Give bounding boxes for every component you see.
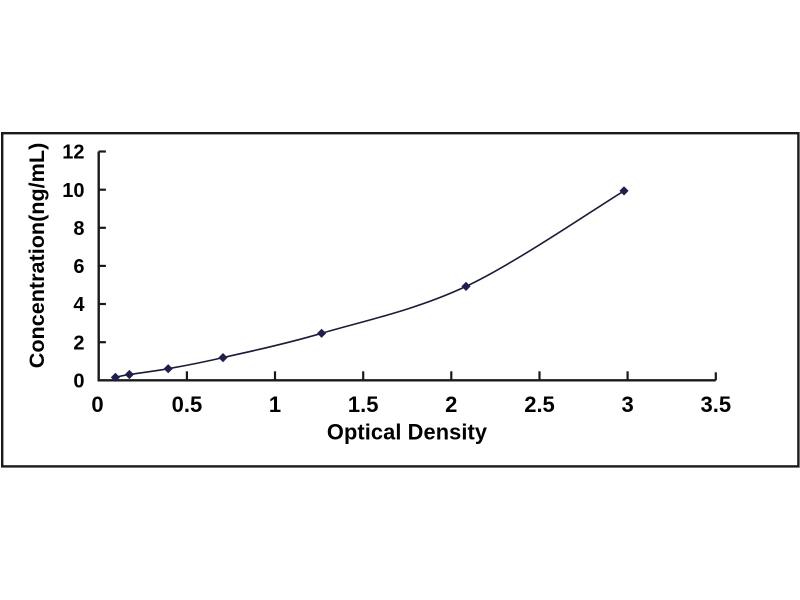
svg-text:0: 0 [91,392,103,417]
svg-text:0: 0 [73,371,84,393]
svg-text:0.5: 0.5 [172,392,203,417]
svg-text:12: 12 [62,142,84,164]
svg-text:6: 6 [73,256,84,278]
svg-text:Optical Density: Optical Density [327,420,487,445]
svg-text:3: 3 [621,392,633,417]
svg-text:1: 1 [269,392,281,417]
svg-text:2: 2 [73,332,84,354]
svg-text:1.5: 1.5 [348,392,379,417]
svg-text:2.5: 2.5 [524,392,555,417]
svg-text:4: 4 [73,294,85,316]
svg-text:3.5: 3.5 [701,392,732,417]
svg-text:8: 8 [73,218,84,240]
svg-text:10: 10 [62,180,84,202]
svg-text:Concentration(ng/mL): Concentration(ng/mL) [24,143,49,369]
svg-text:2: 2 [445,392,457,417]
